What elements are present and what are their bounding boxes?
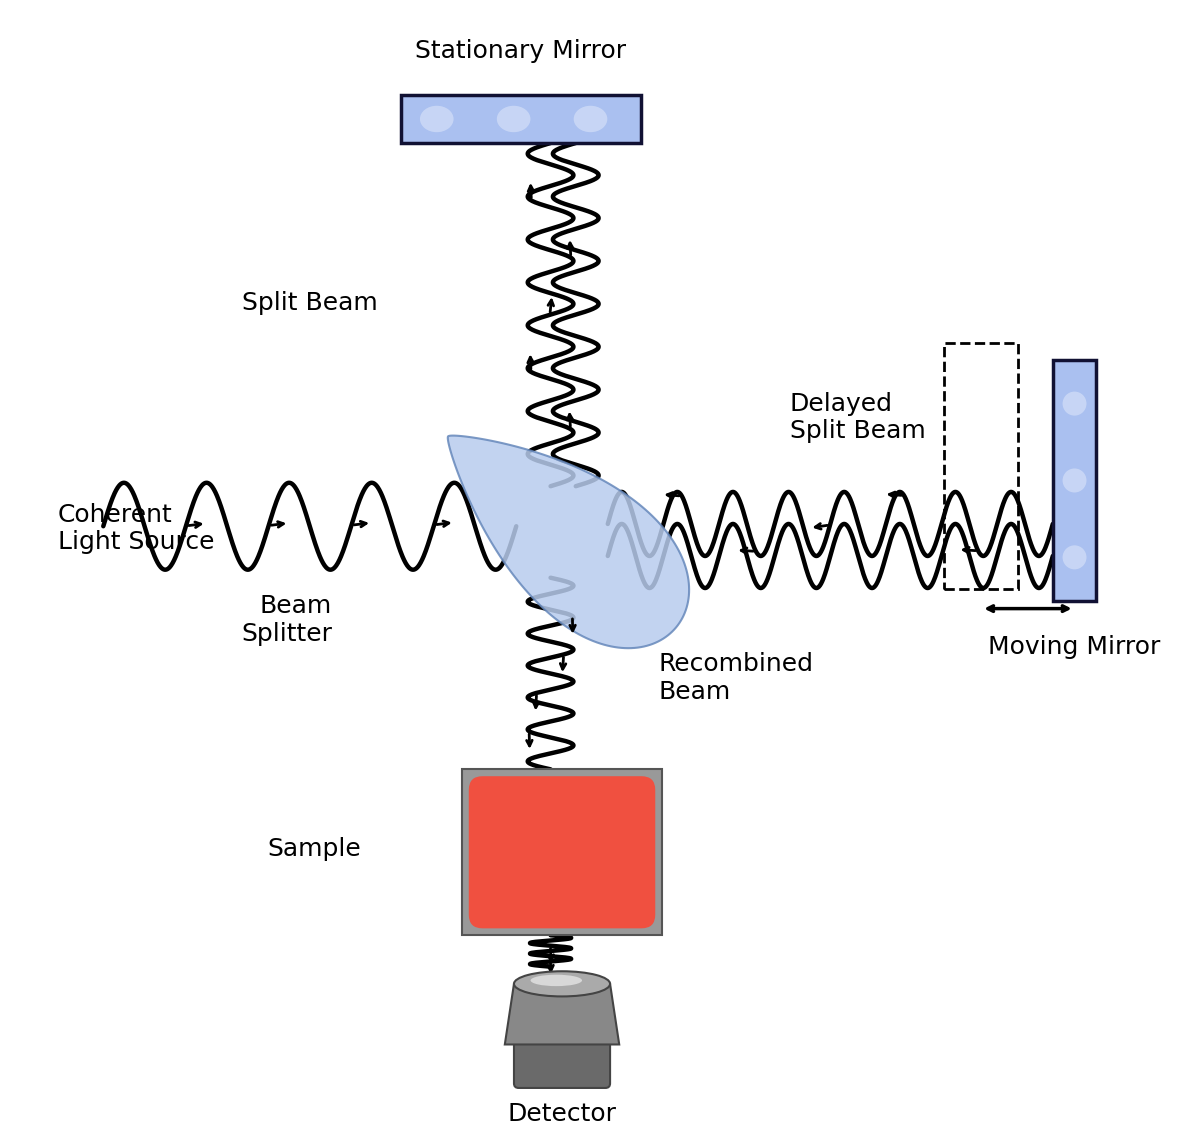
Ellipse shape (420, 105, 454, 133)
Polygon shape (448, 436, 690, 649)
Text: Split Beam: Split Beam (242, 292, 378, 315)
FancyBboxPatch shape (469, 777, 655, 929)
Text: Coherent
Light Source: Coherent Light Source (58, 502, 214, 555)
Text: Recombined
Beam: Recombined Beam (658, 652, 813, 704)
Ellipse shape (1063, 391, 1087, 415)
Ellipse shape (1063, 546, 1087, 570)
Bar (462, 769, 663, 936)
Ellipse shape (1063, 469, 1087, 492)
Text: Sample: Sample (267, 837, 360, 860)
Bar (1052, 360, 1096, 601)
Polygon shape (504, 984, 619, 1044)
Bar (944, 343, 1018, 589)
Text: Detector: Detector (508, 1102, 616, 1126)
Ellipse shape (574, 105, 607, 133)
Ellipse shape (530, 975, 582, 986)
Bar (400, 95, 641, 143)
Text: Delayed
Split Beam: Delayed Split Beam (790, 391, 926, 444)
Text: Moving Mirror: Moving Mirror (988, 635, 1161, 659)
FancyBboxPatch shape (514, 1039, 611, 1088)
Ellipse shape (497, 105, 530, 133)
Ellipse shape (514, 971, 611, 996)
Text: Stationary Mirror: Stationary Mirror (416, 40, 626, 63)
Text: Beam
Splitter: Beam Splitter (241, 594, 332, 646)
